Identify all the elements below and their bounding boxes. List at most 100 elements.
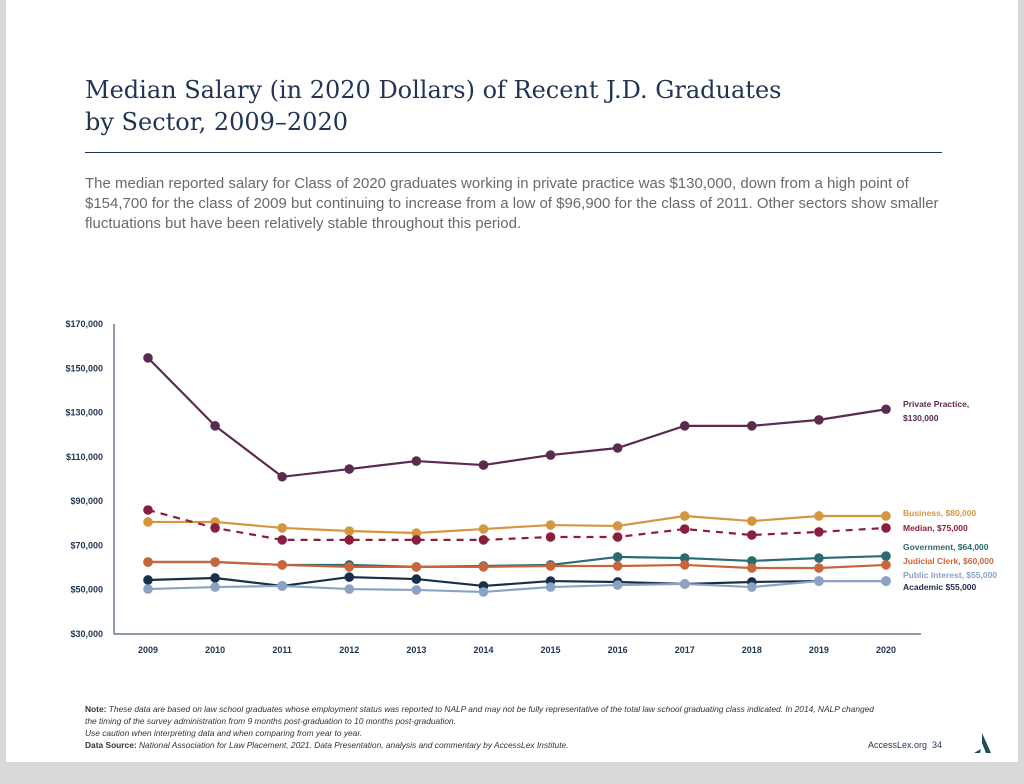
data-point-median (881, 523, 891, 533)
data-point-business (478, 524, 489, 534)
series-line-judicial-clerk (148, 560, 887, 570)
data-point-academic- (143, 575, 153, 585)
data-point-judicial-clerk (411, 562, 422, 572)
page-title: Median Salary (in 2020 Dollars) of Recen… (85, 74, 965, 138)
data-point-business (411, 528, 422, 538)
page-footer: AccessLex.org 34 (868, 740, 942, 750)
x-tick-label: 2017 (675, 645, 695, 655)
data-point-private-practice (143, 353, 153, 363)
title-line-2: by Sector, 2009–2020 (85, 108, 348, 136)
data-point-median (478, 535, 489, 545)
caution-text: Use caution when interpreting data and w… (85, 728, 363, 738)
y-tick-label: $170,000 (65, 319, 103, 329)
footnote: Note: These data are based on law school… (85, 703, 875, 751)
x-tick-label: 2009 (138, 645, 158, 655)
salary-line-chart: $30,000 $50,000 $70,000 $90,000 $110,000 $130… (65, 319, 997, 655)
data-point-public-interest (411, 585, 422, 595)
data-point-judicial-clerk (277, 560, 287, 570)
x-tick-label: 2015 (541, 645, 561, 655)
data-point-judicial-clerk (612, 561, 623, 571)
data-point-business (344, 526, 355, 536)
series-label-academic-: Academic $55,000 (903, 582, 977, 592)
subtitle: The median reported salary for Class of … (85, 175, 939, 232)
data-point-judicial-clerk (545, 561, 556, 571)
series-label-private-practice: $130,000 (903, 413, 939, 423)
data-point-public-interest (881, 576, 891, 586)
data-point-business (881, 511, 891, 521)
data-point-public-interest (679, 579, 690, 589)
x-tick-label: 2016 (608, 645, 628, 655)
series-label-business: Business, $80,000 (903, 508, 977, 518)
report-page: Median Salary (in 2020 Dollars) of Recen… (6, 0, 1018, 762)
data-point-median (344, 535, 355, 545)
data-point-public-interest (814, 576, 824, 586)
series-label-judicial-clerk: Judicial Clerk, $60,000 (903, 556, 994, 566)
x-tick-label: 2012 (339, 645, 359, 655)
x-tick-label: 2018 (742, 645, 762, 655)
data-point-public-interest (747, 582, 757, 592)
y-tick-label: $90,000 (70, 496, 103, 506)
data-point-academic- (411, 574, 422, 584)
data-point-private-practice (612, 443, 623, 453)
data-point-judicial-clerk (814, 563, 824, 573)
data-point-private-practice (478, 460, 489, 470)
data-point-median (679, 524, 690, 534)
data-point-private-practice (210, 421, 220, 431)
data-point-private-practice (679, 421, 690, 431)
data-point-business (545, 520, 556, 530)
y-tick-label: $110,000 (66, 452, 103, 462)
data-point-government (747, 556, 757, 566)
data-point-judicial-clerk (344, 562, 355, 572)
series-line-business (148, 514, 886, 535)
data-point-median (210, 523, 220, 533)
data-point-judicial-clerk (210, 557, 220, 567)
series-line-public-interest (147, 579, 886, 594)
site-link[interactable]: AccessLex.org (868, 740, 928, 750)
x-tick-label: 2013 (406, 645, 426, 655)
data-point-business (679, 511, 690, 521)
series-line-academic- (147, 575, 886, 588)
data-point-median (545, 532, 556, 542)
y-tick-label: $130,000 (65, 408, 103, 418)
y-tick-label: $50,000 (70, 585, 103, 595)
note-text: These data are based on law school gradu… (85, 704, 874, 726)
data-point-business (143, 517, 153, 527)
series-label-government: Government, $64,000 (903, 542, 989, 552)
data-point-academic- (210, 573, 220, 583)
x-tick-label: 2010 (205, 645, 225, 655)
series-line-private-practice (147, 357, 887, 478)
source-text: National Association for Law Placement, … (139, 740, 569, 750)
data-point-public-interest (545, 582, 556, 592)
data-point-government (679, 553, 690, 563)
data-point-private-practice (411, 456, 422, 466)
data-point-public-interest (277, 581, 287, 591)
data-point-public-interest (478, 587, 489, 597)
data-point-judicial-clerk (881, 560, 891, 570)
page-number: 34 (932, 740, 943, 750)
data-point-judicial-clerk (478, 562, 489, 572)
series-line-government (148, 554, 887, 569)
data-point-private-practice (881, 404, 891, 415)
data-point-judicial-clerk (143, 557, 153, 567)
data-point-private-practice (344, 464, 355, 474)
title-divider (85, 152, 942, 153)
title-line-1: Median Salary (in 2020 Dollars) of Recen… (85, 76, 782, 104)
data-point-public-interest (143, 584, 153, 594)
x-tick-label: 2020 (876, 645, 896, 655)
data-point-business (747, 516, 757, 526)
data-point-government (881, 551, 891, 561)
data-point-government (612, 552, 623, 562)
data-point-median (612, 532, 623, 542)
note-label: Note: (85, 704, 107, 714)
data-point-business (277, 523, 287, 533)
data-point-median (143, 505, 153, 515)
series-label-median: Median, $75,000 (903, 523, 968, 533)
data-point-median (747, 530, 757, 540)
data-point-judicial-clerk (747, 563, 757, 573)
x-tick-label: 2019 (809, 645, 829, 655)
data-point-private-practice (814, 415, 824, 425)
accesslex-logo-icon (974, 733, 991, 753)
data-point-private-practice (277, 471, 287, 482)
data-point-business (814, 511, 824, 521)
data-point-public-interest (344, 584, 355, 594)
